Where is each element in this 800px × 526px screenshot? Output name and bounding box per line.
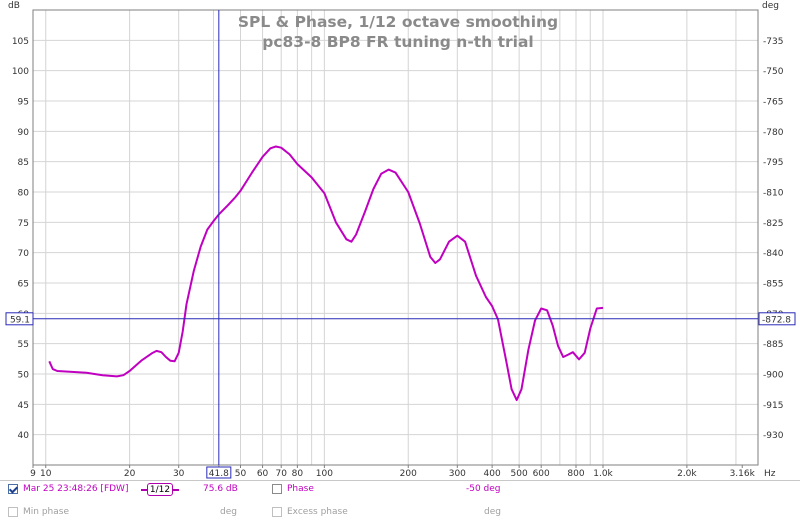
- x-tick-label: 20: [124, 469, 136, 479]
- y-tick-label: 90: [18, 128, 30, 138]
- y2-tick-label: -885: [763, 340, 783, 350]
- chart-subtitle: pc83-8 BP8 FR tuning n-th trial: [262, 33, 534, 51]
- y-tick-label: 40: [18, 431, 30, 441]
- cursor-crosshair[interactable]: 59.1 -872.8: [5, 10, 796, 465]
- y-tick-label: 95: [18, 98, 29, 108]
- y2-tick-label: -780: [763, 128, 784, 138]
- x-tick-label: 600: [533, 469, 550, 479]
- y-tick-label: 85: [18, 158, 29, 168]
- x-tick-label: 80: [292, 469, 304, 479]
- x-tick-label: 41.8: [209, 469, 229, 479]
- y2-tick-label: -795: [763, 158, 783, 168]
- x-tick-label: 300: [449, 469, 466, 479]
- y-tick-label: 70: [18, 249, 30, 259]
- phase-cursor-value: -50 deg: [466, 484, 501, 494]
- y2-tick-label: -915: [763, 401, 783, 411]
- y2-tick-label: -735: [763, 37, 783, 47]
- x-tick-label: 9: [30, 469, 36, 479]
- x-tick-label: 50: [235, 469, 247, 479]
- x-tick-label: 3.16k: [730, 469, 756, 479]
- y2-tick-label: -825: [763, 219, 783, 229]
- y-cursor-label: 59.1: [10, 315, 30, 325]
- x-tick-label: 1.0k: [593, 469, 613, 479]
- y2-tick-label: -810: [763, 189, 784, 199]
- y-tick-label: 80: [18, 189, 30, 199]
- left-axis-unit: dB: [8, 1, 20, 11]
- y2-cursor-label: -872.8: [762, 315, 791, 325]
- y-cursor-label-box: [5, 312, 34, 326]
- y-tick-label: 100: [12, 67, 29, 77]
- x-tick-label: 400: [484, 469, 501, 479]
- y-tick-label: 45: [18, 401, 29, 411]
- y2-tick-label: -855: [763, 280, 783, 290]
- x-tick-label: 70: [275, 469, 287, 479]
- x-cursor-label-box: [206, 466, 232, 479]
- excess-phase-unit: deg: [484, 507, 501, 517]
- y-tick-label: 55: [18, 340, 29, 350]
- chart-title: SPL & Phase, 1/12 octave smoothing: [238, 13, 558, 31]
- y2-tick-label: -765: [763, 98, 783, 108]
- min-phase-unit: deg: [220, 507, 237, 517]
- x-tick-label: 500: [511, 469, 528, 479]
- trace-label[interactable]: Mar 25 23:48:26 [FDW]: [23, 484, 129, 494]
- min-phase-label[interactable]: Min phase: [23, 507, 69, 517]
- spl-cursor-value: 75.6 dB: [203, 484, 238, 494]
- min-phase-checkbox[interactable]: [8, 507, 18, 517]
- phase-label[interactable]: Phase: [287, 484, 314, 494]
- spl-visible-checkbox[interactable]: [8, 484, 18, 494]
- axis-ticks: 9 10 20 30 41.8 50 60 70 80 100 200 300 400 500 600 800…: [12, 37, 784, 479]
- spl-trace-line[interactable]: [48, 145, 604, 402]
- y2-tick-label: -900: [763, 371, 784, 381]
- excess-phase-checkbox[interactable]: [272, 507, 282, 517]
- y-tick-label: 105: [12, 37, 29, 47]
- legend-row-spl: Mar 25 23:48:26 [FDW] 1/12 75.6 dB Phase…: [0, 481, 800, 499]
- y2-tick-label: -840: [763, 249, 784, 259]
- excess-phase-label[interactable]: Excess phase: [287, 507, 348, 517]
- y2-cursor-label-box: [758, 312, 796, 326]
- x-tick-label: 100: [316, 469, 333, 479]
- y-tick-label: 65: [18, 280, 29, 290]
- y2-tick-label: -930: [763, 431, 784, 441]
- smoothing-badge[interactable]: 1/12: [141, 483, 179, 496]
- x-tick-label: 30: [173, 469, 185, 479]
- phase-checkbox[interactable]: [272, 484, 282, 494]
- legend-panel: Mar 25 23:48:26 [FDW] 1/12 75.6 dB Phase…: [0, 480, 800, 526]
- grid: [32, 10, 758, 465]
- x-tick-label: 60: [257, 469, 269, 479]
- y2-tick-label: -750: [763, 67, 784, 77]
- x-axis-unit: Hz: [764, 469, 776, 479]
- x-tick-label: 800: [567, 469, 584, 479]
- y-tick-label: 50: [18, 371, 30, 381]
- x-tick-label: 200: [400, 469, 417, 479]
- y-tick-label: 75: [18, 219, 29, 229]
- x-tick-label: 2.0k: [677, 469, 697, 479]
- legend-row-phase: Min phase deg Excess phase deg: [0, 504, 800, 522]
- right-axis-unit: deg: [762, 1, 779, 11]
- spl-phase-chart[interactable]: dB deg Hz SPL & Phase, 1/12 octave smoot…: [0, 0, 800, 480]
- x-tick-label: 10: [40, 469, 52, 479]
- plot-frame: [32, 9, 759, 466]
